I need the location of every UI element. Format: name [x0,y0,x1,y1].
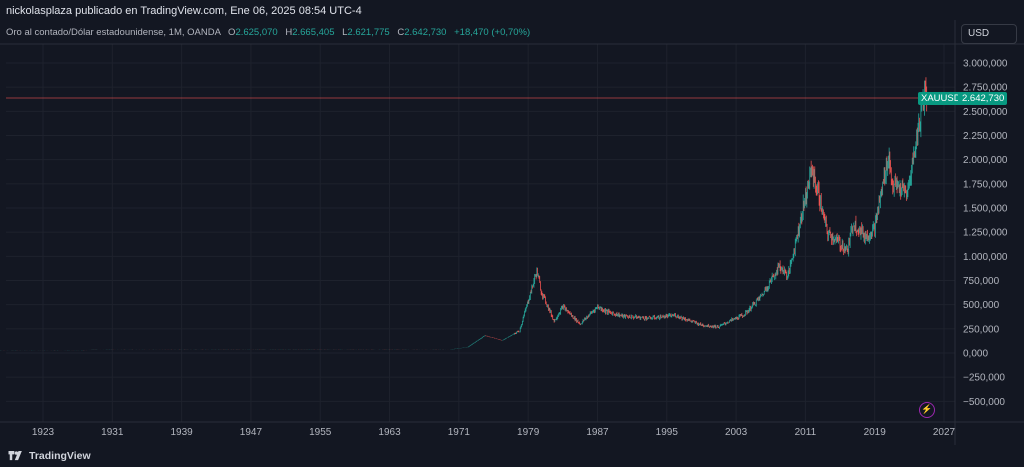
lightning-bolt-icon[interactable]: ⚡ [919,402,935,418]
y-tick-label: 1.000,000 [963,252,1008,263]
x-tick-label: 1971 [448,427,471,438]
x-tick-label: 2011 [795,427,817,438]
y-tick-label: 2.000,000 [963,155,1008,166]
instrument-name: Oro al contado/Dólar estadounidense, 1M,… [6,27,221,38]
high-key: H [285,27,293,38]
y-tick-label: 1.750,000 [963,179,1008,190]
y-tick-label: 0,000 [963,349,988,360]
x-tick-label: 1987 [586,427,609,438]
y-tick-label: 1.250,000 [963,228,1008,239]
close-key: C [397,27,405,38]
last-price-tag: 2.642,730 [958,92,1007,105]
y-tick-label: 2.500,000 [963,107,1008,118]
y-tick-label: 1.500,000 [963,204,1008,215]
open-value: 2.625,070 [235,27,278,38]
publisher-info: nickolasplaza publicado en TradingView.c… [6,5,362,17]
currency-button[interactable]: USD [961,24,1017,44]
x-tick-label: 1923 [32,427,55,438]
x-tick-label: 1963 [378,427,401,438]
low-value: 2.621,775 [347,27,390,38]
low-key: L [342,27,348,38]
y-tick-label: 2.250,000 [963,131,1008,142]
y-tick-label: 3.000,000 [963,59,1008,70]
x-tick-label: 1947 [240,427,263,438]
footer: TradingView [0,445,1024,467]
x-tick-label: 1995 [656,427,679,438]
y-tick-label: 500,000 [963,300,1000,311]
tradingview-logo-icon [8,451,22,461]
x-tick-label: 2019 [864,427,887,438]
x-tick-label: 1979 [517,427,540,438]
y-tick-label: 750,000 [963,276,1000,287]
x-tick-label: 1931 [101,427,124,438]
x-tick-label: 2027 [933,427,956,438]
y-tick-label: 250,000 [963,324,1000,335]
y-tick-label: 2.750,000 [963,83,1008,94]
change-value: +18,470 (+0,70%) [454,27,531,38]
y-tick-label: −500,000 [963,397,1005,408]
symbol-legend: Oro al contado/Dólar estadounidense, 1M,… [6,26,530,40]
open-key: O [228,27,236,38]
x-tick-label: 1955 [309,427,332,438]
brand-name: TradingView [29,450,91,462]
symbol-price-tag: XAUUSD [918,92,964,105]
high-value: 2.665,405 [292,27,335,38]
x-tick-label: 2003 [725,427,748,438]
x-tick-label: 1939 [170,427,193,438]
close-value: 2.642,730 [404,27,447,38]
y-tick-label: −250,000 [963,373,1005,384]
